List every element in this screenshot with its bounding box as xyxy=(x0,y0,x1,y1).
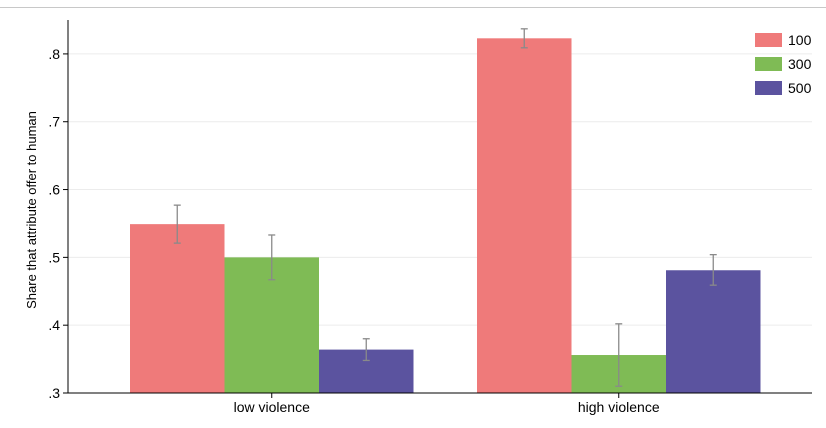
y-tick-label: .8 xyxy=(48,46,60,62)
x-ticks: low violence high violence xyxy=(234,393,660,415)
legend-swatch-100 xyxy=(755,33,782,47)
y-tick-label: .6 xyxy=(48,182,60,198)
x-category-label: high violence xyxy=(578,399,660,415)
error-bars xyxy=(173,28,717,387)
legend-swatch-300 xyxy=(755,57,782,71)
x-category-label: low violence xyxy=(234,399,310,415)
legend: 100 300 500 xyxy=(755,32,812,96)
y-tick-label: .4 xyxy=(48,317,60,333)
legend-label: 500 xyxy=(788,80,812,96)
bar-100 xyxy=(477,38,572,393)
legend-label: 300 xyxy=(788,56,812,72)
bar-500 xyxy=(666,270,761,393)
y-axis-title: Share that attribute offer to human xyxy=(24,111,39,309)
bar-100 xyxy=(130,224,225,393)
y-tick-label: .7 xyxy=(48,114,60,130)
bars xyxy=(130,38,761,393)
y-tick-label: .3 xyxy=(48,385,60,401)
y-ticks: .3 .4 .5 .6 .7 .8 xyxy=(48,46,68,401)
legend-label: 100 xyxy=(788,32,812,48)
y-tick-label: .5 xyxy=(48,249,60,265)
legend-swatch-500 xyxy=(755,81,782,95)
